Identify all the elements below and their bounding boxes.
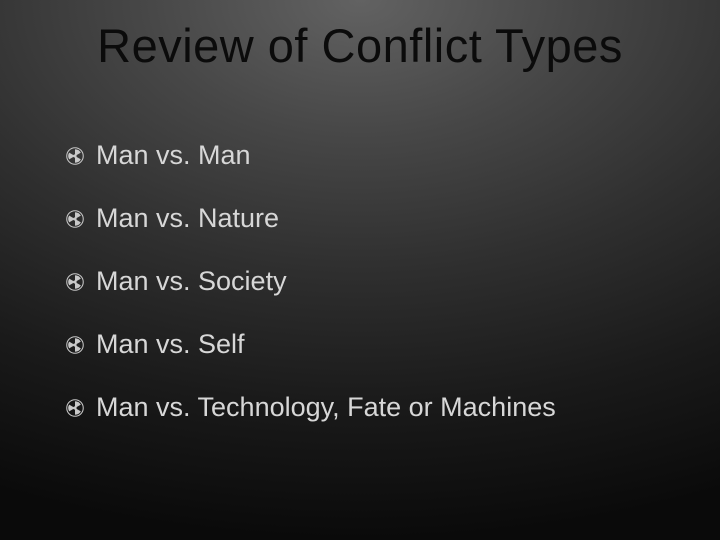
bullet-list: Man vs. Man Man vs. Nature Man vs. Socie… [66,140,556,455]
radioactive-icon [66,147,84,165]
list-item-label: Man vs. Technology, Fate or Machines [96,392,556,423]
list-item-label: Man vs. Nature [96,203,279,234]
radioactive-icon [66,399,84,417]
list-item-label: Man vs. Self [96,329,245,360]
radioactive-icon [66,210,84,228]
list-item: Man vs. Technology, Fate or Machines [66,392,556,423]
list-item: Man vs. Self [66,329,556,360]
list-item: Man vs. Society [66,266,556,297]
list-item: Man vs. Man [66,140,556,171]
radioactive-icon [66,273,84,291]
list-item-label: Man vs. Society [96,266,287,297]
slide-title: Review of Conflict Types [0,18,720,73]
list-item-label: Man vs. Man [96,140,251,171]
list-item: Man vs. Nature [66,203,556,234]
radioactive-icon [66,336,84,354]
